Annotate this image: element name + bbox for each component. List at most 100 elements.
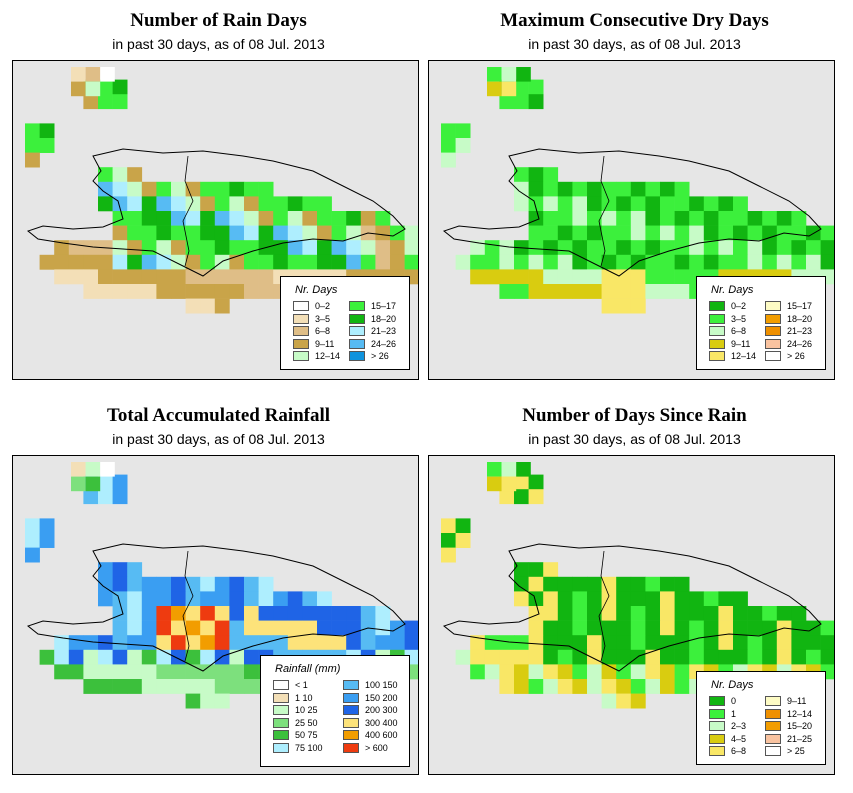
grid-cell [660, 196, 675, 212]
grid-cell [200, 181, 216, 197]
grid-cell [331, 606, 347, 621]
grid-cell [171, 284, 186, 299]
grid-cell [25, 138, 40, 153]
grid-cell [214, 196, 230, 212]
grid-cell [229, 196, 245, 212]
grid-cell [39, 518, 55, 534]
grid-cell [112, 664, 128, 680]
legend-label: 24–26 [787, 338, 813, 349]
grid-cell [68, 269, 84, 285]
grid-cell [630, 269, 646, 285]
grid-cell [141, 196, 157, 212]
grid-cell [660, 181, 675, 197]
grid-cell [244, 649, 259, 665]
grid-cell [244, 635, 259, 651]
grid-cell [674, 679, 690, 694]
grid-cell [747, 620, 763, 636]
grid-cell [660, 679, 675, 694]
legend-swatch [709, 708, 725, 719]
grid-cell [375, 211, 391, 226]
grid-cell [543, 576, 559, 592]
grid-cell [127, 635, 143, 651]
grid-cell [616, 591, 632, 607]
grid-cell [499, 284, 515, 299]
grid-cell [733, 620, 748, 636]
grid-cell [98, 664, 113, 680]
grid-cell [112, 474, 128, 490]
grid-cell [484, 635, 500, 651]
grid-cell [645, 664, 661, 680]
grid-cell [703, 635, 719, 651]
grid-cell [514, 474, 529, 490]
grid-cell [39, 254, 55, 270]
grid-cell [791, 254, 807, 270]
grid-cell [572, 225, 588, 241]
grid-cell [572, 196, 588, 212]
country-border [182, 155, 194, 267]
grid-cell [171, 679, 186, 694]
grid-cell [287, 591, 303, 607]
grid-cell [375, 620, 391, 636]
grid-cell [703, 591, 719, 607]
grid-cell [127, 254, 143, 270]
grid-cell [601, 211, 617, 226]
grid-cell [390, 240, 405, 256]
grid-cell [273, 254, 289, 270]
grid-cell [689, 196, 705, 212]
grid-cell [514, 562, 529, 578]
grid-cell [141, 635, 157, 651]
legend-swatch [343, 717, 359, 728]
grid-cell [587, 254, 602, 270]
grid-cell [455, 254, 471, 270]
grid-cell [156, 679, 172, 694]
grid-cell [141, 269, 157, 285]
grid-cell [689, 240, 705, 256]
grid-cell [185, 298, 201, 314]
grid-cell [501, 476, 517, 492]
grid-cell [616, 679, 632, 694]
grid-cell [287, 254, 303, 270]
grid-cell [200, 298, 216, 314]
grid-cell [674, 211, 690, 226]
grid-cell [616, 225, 632, 241]
grid-cell [127, 606, 143, 621]
grid-cell [762, 635, 778, 651]
grid-cell [572, 635, 588, 651]
grid-cell [514, 679, 529, 694]
grid-cell [791, 225, 807, 241]
grid-cell [703, 196, 719, 212]
grid-cell [616, 284, 632, 299]
grid-cell [273, 606, 289, 621]
legend-label: 200 300 [365, 705, 398, 715]
grid-cell [112, 225, 128, 241]
grid-cell [258, 576, 274, 592]
legend-label: 21–23 [371, 326, 397, 336]
grid-cell [806, 635, 821, 651]
grid-cell [229, 606, 245, 621]
legend-label: 24–26 [371, 338, 397, 349]
grid-cell [141, 649, 157, 665]
grid-cell [185, 240, 201, 256]
grid-cell [514, 196, 529, 212]
grid-cell [185, 620, 201, 636]
grid-cell [258, 269, 274, 285]
grid-cell [273, 211, 289, 226]
legend-label: 21–25 [787, 733, 813, 744]
grid-cell [112, 562, 128, 578]
grid-cell [39, 533, 55, 548]
grid-cell [630, 649, 646, 665]
legend-label: 12–14 [315, 351, 341, 361]
grid-cell [302, 591, 318, 607]
grid-cell [733, 606, 748, 621]
grid-cell [229, 664, 245, 680]
grid-cell [83, 635, 99, 651]
panel-subtitle: in past 30 days, as of 08 Jul. 2013 [112, 431, 325, 447]
grid-cell [630, 576, 646, 592]
grid-cell [455, 533, 471, 548]
grid-cell [171, 254, 186, 270]
grid-cell [528, 664, 544, 680]
grid-cell [601, 649, 617, 665]
grid-cell [317, 606, 332, 621]
grid-cell [83, 254, 99, 270]
grid-cell [317, 254, 332, 270]
